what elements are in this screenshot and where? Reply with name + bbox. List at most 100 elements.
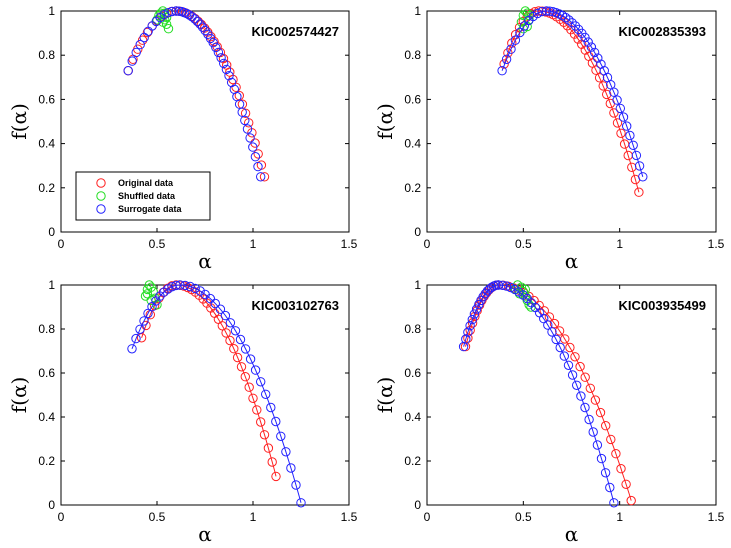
y-tick-label: 0.2 (404, 454, 421, 468)
data-point-surrogate-data (221, 64, 232, 75)
data-point-surrogate-data (463, 327, 473, 337)
data-point-original-data (137, 35, 148, 45)
y-tick-label: 0 (414, 498, 421, 512)
y-tick-label: 0.2 (38, 454, 55, 468)
data-point-original-data (240, 372, 251, 382)
data-point-surrogate-data (192, 16, 203, 27)
data-point-shuffled-data (142, 289, 153, 299)
legend-marker (96, 204, 106, 214)
data-point-surrogate-data (561, 12, 571, 23)
data-point-original-data (634, 187, 644, 197)
data-point-original-data (554, 326, 565, 336)
data-point-surrogate-data (235, 334, 246, 345)
data-point-surrogate-data (545, 6, 555, 16)
x-tick-label: 0 (424, 237, 431, 251)
x-tick-label: 1 (250, 237, 257, 251)
data-point-surrogate-data (245, 133, 255, 143)
y-tick-label: 0 (414, 225, 421, 239)
data-point-surrogate-data (609, 87, 619, 97)
x-tick-label: 1 (616, 510, 623, 524)
data-point-shuffled-data (522, 8, 532, 18)
data-point-surrogate-data (195, 286, 205, 296)
y-tick-label: 0.4 (404, 137, 421, 151)
x-tick-label: 1.5 (341, 510, 358, 524)
data-point-surrogate-data (589, 47, 600, 58)
data-point-surrogate-data (224, 71, 234, 81)
y-tick-label: 1 (48, 4, 55, 18)
data-point-surrogate-data (195, 19, 205, 29)
data-point-surrogate-data (225, 318, 236, 328)
y-tick-label: 1 (414, 278, 421, 292)
legend-marker (96, 178, 106, 188)
data-point-original-data (595, 407, 606, 418)
data-point-surrogate-data (596, 453, 607, 464)
data-point-surrogate-data (593, 53, 603, 63)
y-tick-label: 0.6 (38, 92, 55, 106)
data-point-surrogate-data (586, 42, 597, 52)
data-point-surrogate-data (131, 47, 141, 58)
data-point-surrogate-data (205, 293, 216, 304)
data-point-surrogate-data (276, 431, 286, 441)
data-point-surrogate-data (143, 308, 153, 319)
data-point-original-data (598, 81, 608, 91)
x-tick-label: 0.5 (149, 237, 166, 251)
data-point-surrogate-data (515, 27, 525, 38)
x-tick-label: 0.5 (515, 510, 532, 524)
plot-area (426, 10, 717, 233)
data-point-original-data (271, 471, 281, 482)
y-axis-label: f(α) (7, 103, 31, 140)
data-point-surrogate-data (532, 8, 543, 19)
data-point-surrogate-data (506, 282, 516, 293)
x-tick-label: 1 (250, 510, 257, 524)
data-point-surrogate-data (584, 414, 594, 425)
data-point-surrogate-data (631, 150, 642, 161)
x-tick-label: 0 (424, 510, 431, 524)
chart-panel-2: 0 0.5 1 1.5 0 0.2 0.4 0.6 0.8 1 α f(α) KIC002835393 (373, 4, 725, 273)
data-point-surrogate-data (135, 39, 145, 50)
data-point-shuffled-data (520, 284, 530, 295)
y-axis-label: f(α) (373, 377, 397, 414)
data-point-surrogate-data (563, 360, 574, 370)
x-axis-label: α (198, 249, 212, 273)
data-point-surrogate-data (612, 95, 622, 105)
data-point-surrogate-data (461, 334, 471, 344)
data-point-original-data (248, 393, 258, 403)
y-tick-label: 0.8 (38, 322, 55, 336)
data-point-surrogate-data (467, 314, 477, 325)
data-point-surrogate-data (471, 304, 482, 314)
data-point-surrogate-data (256, 172, 266, 182)
y-tick-label: 0 (48, 498, 55, 512)
chart-panel-1: 0 0.5 1 1.5 0 0.2 0.4 0.6 0.8 1 α f(α) KIC002574427 O… (7, 4, 358, 273)
data-point-original-data (602, 89, 612, 100)
legend: Original data Shuffled data Surrogate data (75, 171, 211, 221)
y-tick-label: 0.6 (404, 92, 421, 106)
data-point-surrogate-data (638, 172, 648, 182)
data-point-surrogate-data (190, 14, 200, 24)
data-point-surrogate-data (551, 334, 561, 345)
data-point-original-data (499, 59, 509, 69)
x-tick-label: 1.5 (708, 510, 725, 524)
data-point-original-data (565, 342, 575, 353)
x-axis-label: α (565, 522, 579, 546)
data-point-surrogate-data (469, 309, 480, 319)
data-point-surrogate-data (628, 140, 638, 151)
data-point-surrogate-data (127, 344, 137, 354)
data-point-surrogate-data (248, 142, 258, 152)
data-point-surrogate-data (131, 333, 141, 344)
data-point-surrogate-data (291, 480, 301, 490)
data-point-surrogate-data (127, 56, 137, 66)
x-axis-label: α (565, 249, 579, 273)
data-point-original-data (601, 421, 611, 431)
data-point-original-data (616, 464, 626, 474)
data-point-surrogate-data (501, 54, 512, 64)
data-point-surrogate-data (588, 427, 598, 437)
data-point-surrogate-data (219, 58, 229, 69)
data-point-shuffled-data (158, 17, 168, 27)
data-point-original-data (225, 335, 235, 346)
y-tick-label: 1 (414, 4, 421, 18)
data-point-original-data (609, 108, 619, 118)
data-point-original-data (259, 430, 270, 440)
data-point-surrogate-data (541, 6, 552, 16)
chart-panel-4: 0 0.5 1 1.5 0 0.2 0.4 0.6 0.8 1 α f(α) KIC003935499 (373, 278, 725, 546)
